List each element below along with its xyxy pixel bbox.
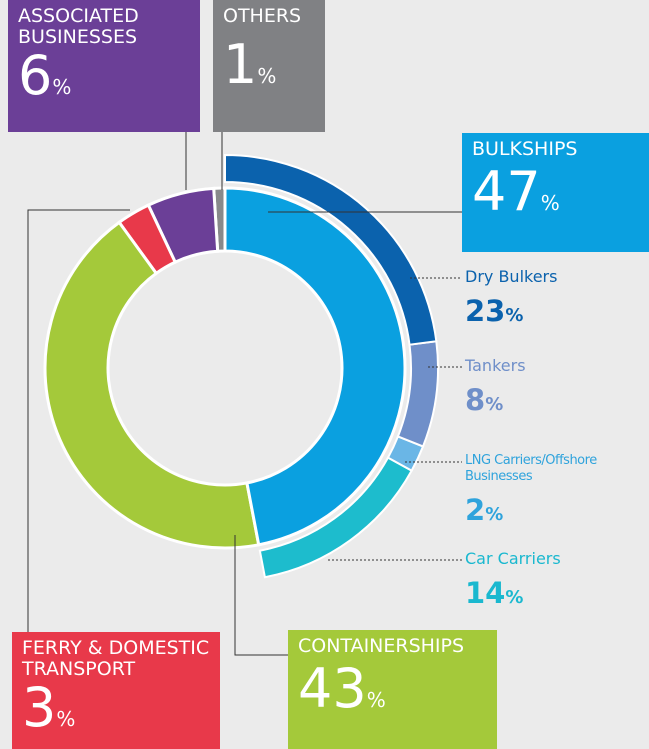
unit: %: [366, 688, 386, 712]
value-label: 6: [18, 44, 53, 107]
value-label: 2: [465, 493, 486, 527]
leader-lines: [27, 132, 462, 656]
unit: %: [505, 587, 524, 608]
label-box: FERRY & DOMESTIC TRANSPORT 3%: [12, 632, 220, 749]
unit: %: [540, 191, 560, 215]
unit: %: [52, 75, 72, 99]
unit: %: [485, 394, 504, 415]
breakdown-label: Car Carriers 14%: [465, 550, 561, 615]
value-label: 1: [223, 33, 258, 96]
label-box: OTHERS 1%: [213, 0, 325, 132]
breakdown-segment: [224, 153, 438, 346]
unit: %: [505, 305, 524, 326]
value-label: 14: [465, 576, 506, 610]
unit: %: [56, 707, 76, 731]
breakdown-segment: [396, 340, 439, 448]
label-box: CONTAINERSHIPS 43%: [288, 630, 497, 749]
category-label: LNG Carriers/Offshore Businesses: [465, 453, 597, 484]
category-label: ASSOCIATED BUSINESSES: [18, 5, 139, 48]
category-label: Car Carriers: [465, 549, 561, 568]
category-label: FERRY & DOMESTIC TRANSPORT: [22, 637, 210, 680]
donut-segment: [43, 220, 261, 550]
donut-segment: [117, 203, 178, 276]
category-label: CONTAINERSHIPS: [298, 635, 465, 657]
category-label: Dry Bulkers: [465, 267, 558, 286]
leader-line: [27, 209, 130, 632]
category-label: Tankers: [465, 356, 526, 375]
donut-segment: [223, 186, 407, 547]
value-label: 47: [472, 160, 541, 223]
value-label: 43: [298, 657, 367, 720]
breakdown-label: Dry Bulkers 23%: [465, 268, 557, 333]
value-label: 23: [465, 294, 506, 328]
leader-line: [234, 535, 288, 656]
breakdown-segment: [258, 456, 414, 579]
label-box: ASSOCIATED BUSINESSES 6%: [8, 0, 200, 132]
value-label: 8: [465, 383, 486, 417]
breakdown-label: Tankers 8%: [465, 357, 526, 422]
value-label: 3: [22, 676, 57, 739]
donut-segment: [146, 186, 220, 265]
breakdown-label: LNG Carriers/Offshore Businesses 2%: [465, 453, 635, 532]
category-label: BULKSHIPS: [472, 138, 578, 160]
category-label: OTHERS: [223, 5, 302, 27]
unit: %: [257, 64, 277, 88]
label-box: BULKSHIPS 47%: [462, 133, 649, 252]
unit: %: [485, 504, 504, 525]
